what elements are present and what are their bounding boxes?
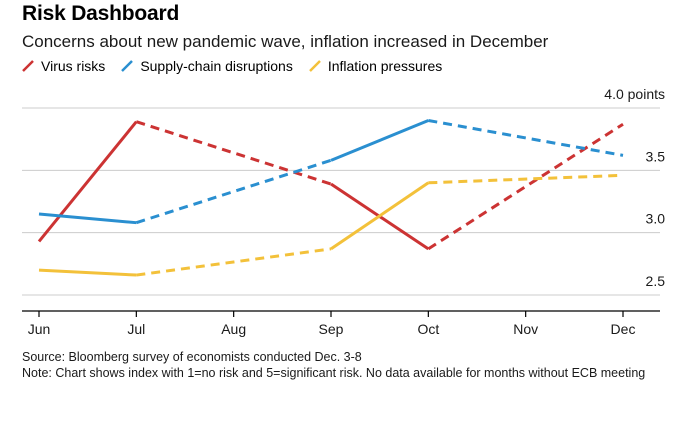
x-tick-label: Jul	[127, 321, 145, 337]
series-segment-supply	[428, 118, 624, 157]
series-segment-virus	[135, 120, 332, 186]
series-segment-supply	[330, 119, 429, 162]
legend-label-virus: Virus risks	[41, 58, 106, 74]
chart-subtitle: Concerns about new pandemic wave, inflat…	[22, 32, 549, 51]
y-tick-label: 4.0 points	[604, 86, 665, 102]
y-tick-label: 3.0	[646, 211, 666, 227]
legend-swatch-inflation	[308, 60, 321, 72]
legend-item-supply: Supply-chain disruptions	[121, 58, 293, 74]
series-segment-inflation	[136, 247, 332, 277]
x-tick-label: Nov	[513, 321, 538, 337]
series-segment-virus	[427, 122, 624, 251]
chart-note: Note: Chart shows index with 1=no risk a…	[22, 366, 646, 380]
y-tick-label: 2.5	[646, 273, 666, 289]
legend-swatch-supply	[121, 60, 134, 72]
x-tick-label: Aug	[221, 321, 246, 337]
x-tick-label: Dec	[611, 321, 636, 337]
legend-item-inflation: Inflation pressures	[308, 58, 443, 74]
legend-label-supply: Supply-chain disruptions	[140, 58, 293, 74]
legend: Virus risks Supply-chain disruptions Inf…	[22, 58, 458, 74]
legend-label-inflation: Inflation pressures	[327, 58, 443, 74]
source-note: Source: Bloomberg survey of economists c…	[22, 350, 362, 364]
series-segment-inflation	[330, 181, 430, 251]
legend-swatch-virus	[22, 60, 34, 72]
x-tick-label: Oct	[417, 321, 439, 337]
y-tick-label: 3.5	[646, 148, 666, 164]
series-segment-inflation	[38, 268, 137, 277]
legend-item-virus: Virus risks	[22, 58, 105, 74]
series-segment-supply	[135, 158, 332, 225]
series-segment-supply	[38, 212, 137, 225]
footnotes: Source: Bloomberg survey of economists c…	[22, 349, 682, 381]
chart-title: Risk Dashboard	[22, 2, 180, 25]
x-tick-label: Jun	[28, 321, 51, 337]
x-tick-label: Sep	[319, 321, 344, 337]
series-segment-inflation	[428, 173, 624, 185]
series-segment-virus	[37, 120, 138, 243]
